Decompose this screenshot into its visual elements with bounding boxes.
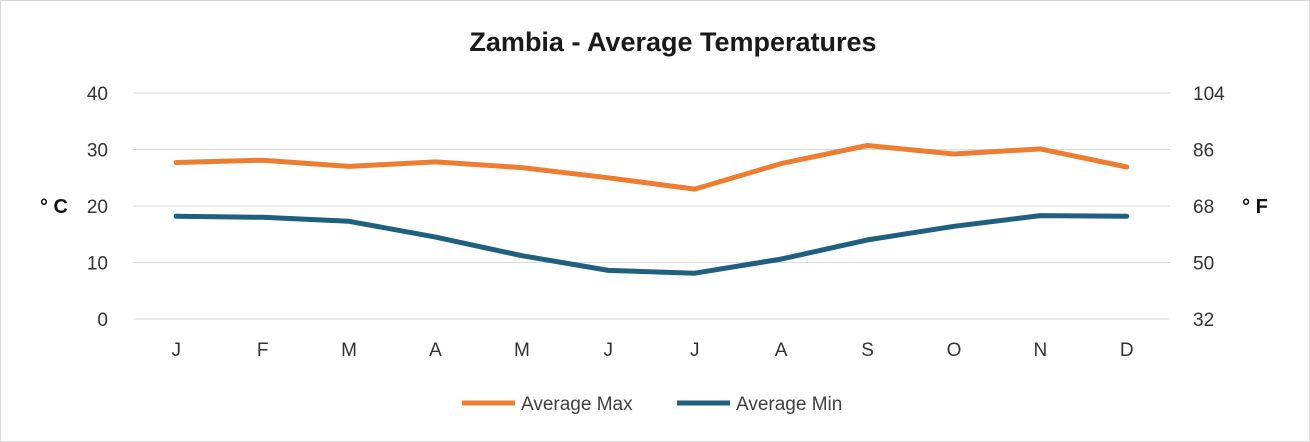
y-left-tick-label: 40 xyxy=(87,84,108,105)
y-right-tick-label: 68 xyxy=(1193,197,1214,218)
y-axis-left-ticks: 0 10 20 30 40 xyxy=(87,84,108,331)
x-tick-label: M xyxy=(341,340,357,361)
x-tick-label: M xyxy=(514,340,530,361)
series-line-average-min xyxy=(173,213,1130,276)
y-axis-right-label: ° F xyxy=(1242,196,1268,218)
y-left-tick-label: 30 xyxy=(87,141,108,162)
chart-title: Zambia - Average Temperatures xyxy=(469,27,876,57)
legend-label-average-max: Average Max xyxy=(521,394,633,415)
x-tick-label: J xyxy=(604,340,614,361)
x-tick-label: A xyxy=(775,340,788,361)
gridlines xyxy=(133,92,1170,320)
x-tick-label: A xyxy=(429,340,442,361)
x-tick-label: J xyxy=(171,340,181,361)
x-tick-label: J xyxy=(690,340,700,361)
series-lines xyxy=(173,143,1130,276)
legend-label-average-min: Average Min xyxy=(736,394,842,415)
y-left-tick-label: 0 xyxy=(97,310,108,331)
y-axis-right-ticks: 32 50 68 86 104 xyxy=(1193,84,1225,331)
legend: Average Max Average Min xyxy=(462,394,842,415)
y-right-tick-label: 32 xyxy=(1193,310,1214,331)
x-tick-label: F xyxy=(257,340,269,361)
x-tick-label: S xyxy=(861,340,874,361)
y-right-tick-label: 86 xyxy=(1193,141,1214,162)
y-left-tick-label: 20 xyxy=(87,197,108,218)
y-left-tick-label: 10 xyxy=(87,254,108,275)
y-right-tick-label: 50 xyxy=(1193,254,1214,275)
series-line-average-max xyxy=(173,143,1130,192)
x-tick-label: D xyxy=(1120,340,1134,361)
x-tick-label: O xyxy=(947,340,962,361)
y-axis-left-label: ° C xyxy=(40,196,68,218)
x-tick-label: N xyxy=(1034,340,1048,361)
y-right-tick-label: 104 xyxy=(1193,84,1225,105)
